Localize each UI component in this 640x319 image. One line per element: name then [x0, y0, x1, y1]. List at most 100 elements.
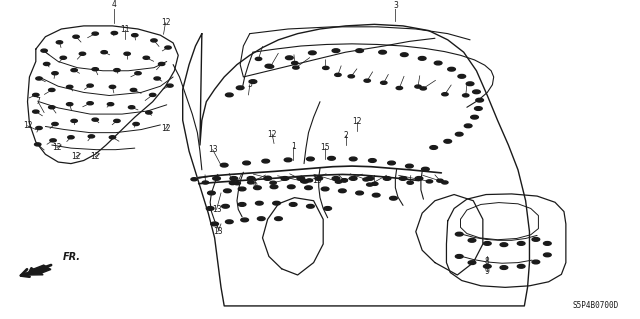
Circle shape	[229, 182, 236, 185]
Circle shape	[472, 90, 480, 94]
Circle shape	[109, 85, 116, 88]
Circle shape	[307, 157, 314, 161]
Circle shape	[265, 64, 273, 68]
Circle shape	[289, 203, 297, 206]
Circle shape	[238, 203, 246, 206]
Circle shape	[364, 79, 371, 82]
Circle shape	[151, 39, 157, 42]
Circle shape	[79, 52, 86, 55]
Circle shape	[284, 158, 292, 162]
Circle shape	[332, 177, 340, 180]
Circle shape	[73, 35, 79, 38]
Circle shape	[324, 207, 332, 210]
Circle shape	[255, 57, 262, 60]
Circle shape	[87, 84, 93, 87]
Circle shape	[335, 180, 342, 183]
Circle shape	[383, 177, 391, 180]
Circle shape	[225, 220, 233, 224]
Text: 12: 12	[71, 152, 81, 161]
Circle shape	[220, 163, 228, 167]
Circle shape	[265, 176, 271, 179]
Circle shape	[476, 98, 483, 102]
Circle shape	[465, 124, 472, 128]
Circle shape	[372, 193, 380, 197]
Circle shape	[399, 177, 407, 180]
Circle shape	[349, 177, 357, 180]
Circle shape	[238, 187, 246, 191]
Circle shape	[35, 143, 41, 146]
Circle shape	[301, 180, 307, 183]
Circle shape	[273, 201, 280, 205]
Circle shape	[67, 85, 73, 88]
Text: 3: 3	[393, 1, 398, 10]
Circle shape	[287, 185, 295, 189]
Circle shape	[437, 179, 444, 182]
Circle shape	[341, 179, 348, 182]
Circle shape	[159, 63, 165, 65]
Circle shape	[44, 63, 50, 65]
Circle shape	[305, 186, 312, 189]
Circle shape	[366, 177, 374, 180]
Circle shape	[108, 103, 114, 106]
Text: 11: 11	[120, 26, 130, 34]
Text: 1: 1	[291, 142, 296, 151]
Circle shape	[109, 136, 116, 139]
Text: 12: 12	[90, 152, 100, 161]
Circle shape	[68, 136, 74, 139]
Circle shape	[315, 177, 323, 180]
Circle shape	[143, 56, 150, 59]
Circle shape	[87, 102, 93, 105]
Circle shape	[369, 159, 376, 162]
Circle shape	[307, 204, 314, 208]
Text: 12: 12	[23, 121, 32, 130]
FancyArrow shape	[27, 265, 51, 275]
Circle shape	[111, 32, 118, 34]
Circle shape	[422, 167, 429, 171]
Text: 5: 5	[247, 80, 252, 89]
Circle shape	[129, 106, 135, 109]
Circle shape	[332, 49, 340, 53]
Circle shape	[33, 110, 39, 113]
Circle shape	[234, 182, 241, 185]
Circle shape	[348, 75, 355, 78]
Circle shape	[253, 186, 261, 189]
Circle shape	[257, 217, 265, 220]
Text: 2: 2	[343, 130, 348, 140]
Circle shape	[442, 93, 448, 96]
Circle shape	[379, 50, 387, 54]
Circle shape	[33, 93, 39, 96]
Circle shape	[167, 84, 173, 87]
Circle shape	[191, 178, 197, 181]
Circle shape	[339, 189, 346, 193]
Text: 12: 12	[352, 117, 362, 126]
Circle shape	[532, 260, 540, 264]
Circle shape	[50, 139, 56, 142]
Circle shape	[221, 204, 229, 208]
Circle shape	[56, 41, 63, 44]
Circle shape	[419, 56, 426, 60]
Circle shape	[92, 118, 99, 121]
Text: 13: 13	[312, 176, 322, 185]
Circle shape	[243, 161, 250, 165]
Circle shape	[415, 85, 421, 88]
Circle shape	[36, 77, 42, 80]
Circle shape	[390, 197, 397, 200]
Circle shape	[285, 56, 293, 60]
Circle shape	[133, 122, 140, 126]
Circle shape	[363, 178, 369, 181]
Circle shape	[92, 68, 99, 71]
Circle shape	[468, 261, 476, 264]
Text: 12: 12	[161, 18, 170, 27]
Circle shape	[88, 135, 95, 138]
Circle shape	[264, 177, 271, 180]
Text: 4: 4	[112, 0, 117, 9]
Circle shape	[249, 80, 257, 84]
Circle shape	[456, 132, 463, 136]
Circle shape	[248, 181, 254, 184]
Circle shape	[444, 139, 452, 143]
Circle shape	[101, 51, 108, 54]
Circle shape	[308, 51, 316, 55]
Circle shape	[442, 181, 448, 184]
Circle shape	[426, 180, 433, 183]
Circle shape	[456, 255, 463, 258]
